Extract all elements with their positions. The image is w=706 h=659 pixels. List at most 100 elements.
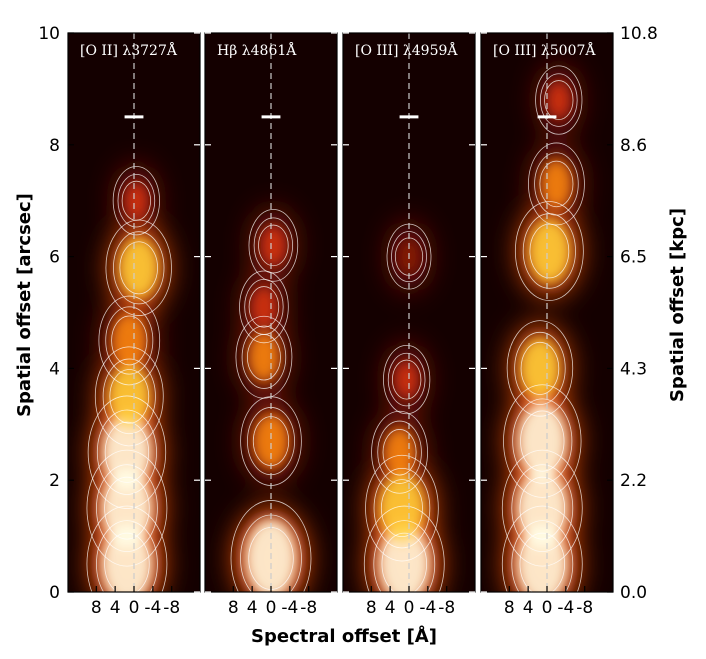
contour-1-2: [104, 476, 150, 540]
emission-core-1: [253, 413, 289, 470]
contour-4-1: [391, 231, 427, 283]
emission-core-1: [378, 472, 425, 544]
emission-core-5: [540, 158, 573, 209]
emission-core-1: [516, 468, 569, 549]
contour-1-1: [511, 464, 574, 552]
contour-2-0: [235, 315, 293, 399]
xtick-label: -4: [281, 598, 298, 618]
xtick-label: 4: [385, 598, 396, 618]
panel-3: 8 4 0 -4 -8 [O III] λ4959Å: [342, 32, 476, 618]
contour-6-2: [544, 80, 574, 121]
contour-0-0: [230, 500, 312, 592]
contour-3-0: [383, 344, 431, 415]
contour-0-1: [373, 520, 436, 592]
ytick-label-right: 6.5: [620, 248, 647, 268]
panel-title: Hβ λ4861Å: [217, 41, 297, 59]
panel-1: 8 4 0 -4 -8 [O II] λ3727Å: [67, 32, 201, 618]
contour-1-1: [96, 464, 158, 552]
contour-0-2: [104, 532, 150, 592]
contour-2-1: [512, 398, 573, 484]
contour-2-2: [382, 429, 417, 476]
xtick-label: 0: [542, 598, 553, 618]
contour-5-2: [119, 241, 158, 295]
contour-3-1: [102, 358, 156, 435]
contour-2-1: [377, 420, 422, 484]
emission-core-2: [383, 427, 416, 478]
xtick-label: -4: [144, 598, 161, 618]
xtick-label: -8: [300, 598, 317, 618]
contour-3-0: [94, 346, 164, 447]
contour-1-0: [501, 449, 583, 567]
ytick-label-right: 0.0: [620, 583, 647, 603]
panel-4: 8 4 0 -4 -8 [O III] λ5007Å: [480, 32, 614, 618]
contour-4-2: [529, 223, 570, 279]
x-axis-title: Spectral offset [Å]: [251, 624, 437, 647]
ytick-label-left: 2: [49, 471, 60, 491]
ytick-label-right: 10.8: [620, 24, 658, 44]
xtick-label: 8: [228, 598, 239, 618]
emission-core-4: [528, 218, 571, 284]
emission-core-4: [260, 224, 287, 266]
contour-5-1: [113, 231, 165, 305]
xtick-label: 4: [110, 598, 121, 618]
ytick-label-left: 10: [38, 24, 60, 44]
contour-2-0: [371, 410, 428, 494]
emission-core-3: [394, 360, 419, 399]
emission-core-3: [250, 286, 277, 328]
contour-2-2: [520, 410, 565, 472]
contour-3-2: [109, 369, 150, 424]
contour-3-1: [387, 352, 426, 407]
panel-2: 8 4 0 -4 -8 Hβ λ4861Å: [204, 32, 338, 618]
ytick-label-left: 6: [49, 248, 60, 268]
contour-3-0: [506, 320, 574, 417]
contour-3-1: [244, 278, 284, 335]
contour-5-0: [528, 142, 585, 226]
contour-3-2: [248, 286, 280, 328]
contour-4-0: [98, 295, 161, 386]
right-axis: 0.0 2.2 4.3 6.5 8.6 10.8: [620, 24, 658, 603]
y-axis-title-right: Spatial offset [kpc]: [667, 208, 688, 402]
contour-1-2: [519, 476, 566, 540]
contour-4-2: [111, 315, 148, 366]
panel-title: [O III] λ5007Å: [493, 41, 596, 59]
contour-1-2: [380, 479, 423, 538]
contour-0-0: [363, 505, 445, 592]
contour-6-0: [535, 65, 583, 135]
contour-2-1: [241, 325, 287, 389]
contour-2-2: [104, 421, 150, 483]
xtick-label: 0: [404, 598, 415, 618]
ytick-label-left: 4: [49, 359, 60, 379]
xtick-label: -8: [576, 598, 593, 618]
contour-4-0: [514, 201, 584, 301]
contour-0-2: [519, 532, 565, 592]
xtick-label: 4: [523, 598, 534, 618]
xtick-label: -4: [419, 598, 436, 618]
contour-5-2: [539, 160, 574, 208]
xtick-label: 4: [247, 598, 258, 618]
panel-title: [O II] λ3727Å: [80, 41, 178, 59]
xtick-label: 8: [91, 598, 102, 618]
emission-core-2: [517, 402, 568, 480]
ytick-label-left: 8: [49, 136, 60, 156]
contour-1-0: [365, 454, 439, 562]
xtick-label: 8: [504, 598, 515, 618]
contour-4-0: [248, 209, 299, 282]
contour-4-2: [258, 224, 289, 267]
ytick-label-right: 4.3: [620, 359, 647, 379]
contour-3-2: [391, 359, 422, 400]
contour-5-1: [534, 152, 579, 216]
ytick-label-left: 0: [49, 583, 60, 603]
xtick-label: -8: [163, 598, 180, 618]
contour-4-1: [253, 217, 294, 274]
contour-2-1: [96, 409, 157, 495]
contour-0-2: [381, 532, 427, 592]
xtick-label: 8: [366, 598, 377, 618]
contour-3-2: [520, 341, 560, 395]
contour-1-1: [373, 467, 431, 549]
emission-core-5: [118, 236, 159, 299]
emission-core-6: [546, 81, 571, 120]
contour-0-1: [96, 520, 158, 592]
emission-core-6: [124, 181, 149, 220]
